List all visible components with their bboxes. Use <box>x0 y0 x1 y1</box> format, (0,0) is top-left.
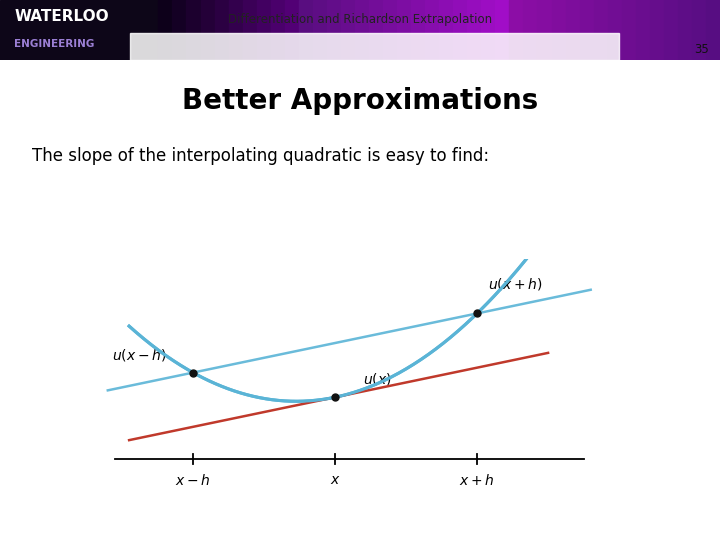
Text: The slope of the interpolating quadratic is easy to find:: The slope of the interpolating quadratic… <box>32 147 490 165</box>
Bar <box>186 0 202 60</box>
Bar <box>439 0 455 60</box>
Text: $u(x)$: $u(x)$ <box>364 372 392 387</box>
Bar <box>510 0 525 60</box>
Bar <box>0 0 158 60</box>
Bar <box>692 0 707 60</box>
Bar <box>523 0 539 60</box>
Bar <box>495 0 510 60</box>
Text: $x-h$: $x-h$ <box>175 473 211 488</box>
Bar <box>593 0 609 60</box>
Bar <box>580 0 595 60</box>
Bar <box>481 0 497 60</box>
Bar <box>285 0 300 60</box>
Bar <box>454 0 469 60</box>
Bar <box>229 0 244 60</box>
Text: $x+h$: $x+h$ <box>459 473 495 488</box>
Bar <box>158 0 174 60</box>
Bar <box>173 0 188 60</box>
Bar <box>467 0 482 60</box>
Bar <box>327 0 343 60</box>
Bar <box>200 0 216 60</box>
Bar <box>621 0 637 60</box>
Bar <box>369 0 384 60</box>
Bar <box>608 0 623 60</box>
Text: Differentiation and Richardson Extrapolation: Differentiation and Richardson Extrapola… <box>228 13 492 26</box>
Text: $x$: $x$ <box>330 473 341 487</box>
Bar <box>706 0 720 60</box>
Bar <box>566 0 581 60</box>
Text: WATERLOO: WATERLOO <box>14 9 109 24</box>
Text: 35: 35 <box>694 43 708 56</box>
Bar <box>257 0 272 60</box>
Bar <box>425 0 441 60</box>
Bar <box>537 0 553 60</box>
Bar <box>243 0 258 60</box>
Bar <box>355 0 370 60</box>
Bar <box>397 0 413 60</box>
Bar <box>678 0 693 60</box>
Bar <box>215 0 230 60</box>
Text: $u(x+h)$: $u(x+h)$ <box>488 276 543 292</box>
Bar <box>411 0 426 60</box>
Text: Better Approximations: Better Approximations <box>182 87 538 115</box>
Bar <box>130 33 619 60</box>
Text: ENGINEERING: ENGINEERING <box>14 38 95 49</box>
Bar <box>299 0 315 60</box>
Bar <box>664 0 679 60</box>
Bar <box>649 0 665 60</box>
Text: $u(x-h)$: $u(x-h)$ <box>112 347 166 363</box>
Bar <box>312 0 328 60</box>
Bar <box>341 0 356 60</box>
Bar <box>552 0 567 60</box>
Bar <box>383 0 399 60</box>
Bar <box>636 0 652 60</box>
Bar <box>271 0 287 60</box>
